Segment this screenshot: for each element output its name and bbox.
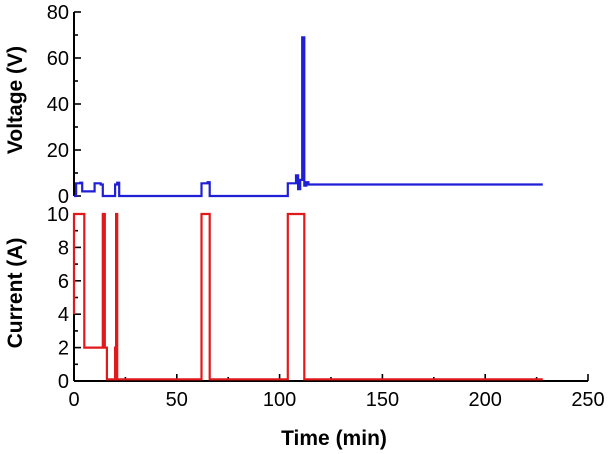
x-tick-label: 250 (571, 389, 604, 411)
current-y-tick-label: 6 (58, 271, 69, 293)
voltage-panel: 0 20 40 60 80 (47, 2, 543, 208)
current-axis-title: Current (A) (4, 238, 27, 349)
voltage-y-tick-label: 80 (47, 2, 69, 24)
current-y-tick-label: 2 (58, 338, 69, 360)
x-tick-label: 50 (166, 389, 188, 411)
x-tick-label: 100 (263, 389, 296, 411)
current-y-tick-label: 10 (47, 204, 69, 226)
current-y-tick-label: 0 (58, 371, 69, 393)
current-series-line (72, 212, 543, 381)
current-y-tick-label: 4 (58, 304, 69, 326)
voltage-y-tick-label: 20 (47, 140, 69, 162)
voltage-series-line (74, 36, 543, 198)
time-axis-title: Time (min) (281, 427, 387, 450)
current-y-tick-label: 8 (58, 237, 69, 259)
voltage-y-tick-label: 0 (58, 186, 69, 208)
voltage-y-tick-label: 40 (47, 94, 69, 116)
x-tick-label: 0 (68, 389, 79, 411)
x-tick-label: 150 (366, 389, 399, 411)
voltage-y-tick-label: 60 (47, 48, 69, 70)
voltage-axis-title: Voltage (V) (4, 46, 27, 154)
x-tick-label: 200 (469, 389, 502, 411)
